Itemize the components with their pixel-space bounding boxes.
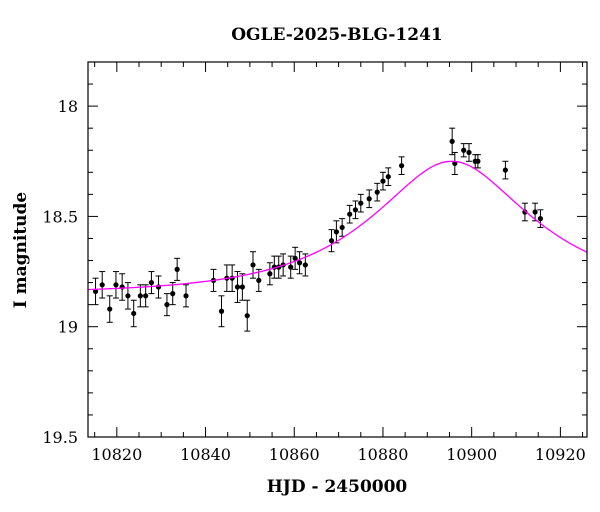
data-point [239, 284, 245, 290]
data-point [107, 306, 113, 312]
data-point [333, 229, 339, 235]
error-bars-layer [92, 127, 544, 332]
data-point [164, 302, 170, 308]
data-point [522, 209, 528, 215]
data-point [218, 308, 225, 314]
y-tick-label: 19 [58, 318, 78, 337]
data-point [537, 216, 544, 222]
data-point [143, 293, 149, 299]
x-tick-label: 10880 [358, 445, 409, 464]
data-point [244, 313, 250, 319]
data-point [113, 282, 119, 288]
x-tick-label: 10900 [446, 445, 497, 464]
data-point [328, 238, 335, 244]
data-point [256, 277, 262, 283]
data-point [174, 266, 180, 272]
data-point [352, 207, 359, 213]
y-tick-label: 18.5 [42, 207, 78, 226]
data-point [380, 178, 386, 184]
y-axis-ticks [88, 61, 587, 438]
x-axis-label: HJD - 2450000 [267, 477, 408, 497]
x-axis-ticks [94, 62, 584, 437]
data-point [234, 284, 241, 290]
model-curve [87, 160, 588, 291]
data-point [296, 260, 303, 266]
data-point [449, 138, 455, 145]
plot-frame [87, 61, 588, 438]
data-point [131, 310, 137, 317]
data-point [385, 174, 391, 180]
data-point [502, 167, 508, 173]
data-point [366, 196, 372, 202]
x-tick-label: 10920 [535, 445, 586, 464]
data-point [461, 147, 467, 153]
y-axis-label: I magnitude [11, 192, 31, 309]
data-point [250, 262, 256, 268]
x-tick-label: 10840 [180, 445, 231, 464]
data-point [170, 291, 176, 297]
data-point [148, 279, 155, 286]
data-point [398, 163, 405, 169]
data-point [374, 189, 380, 195]
x-tick-label: 10860 [269, 445, 320, 464]
x-axis-tick-labels: 10820 10840 10860 10880 10900 10920 [91, 445, 585, 464]
data-point [183, 293, 189, 299]
data-point [475, 158, 481, 164]
data-point [532, 209, 538, 215]
data-point [358, 200, 364, 206]
data-point [466, 149, 472, 156]
y-tick-label: 19.5 [42, 428, 78, 447]
y-tick-label: 18 [58, 97, 78, 116]
data-point [99, 282, 105, 288]
chart-title: OGLE-2025-BLG-1241 [231, 25, 443, 45]
data-point [92, 288, 99, 295]
y-axis-tick-labels: 18 18.5 19 19.5 [42, 97, 78, 447]
data-point [267, 271, 273, 277]
data-point [292, 255, 298, 261]
data-point [288, 264, 294, 270]
data-point [137, 293, 143, 299]
x-tick-label: 10820 [91, 445, 142, 464]
data-point [302, 262, 308, 268]
data-point [347, 211, 353, 217]
data-points-layer [92, 138, 544, 319]
data-point [339, 224, 345, 231]
data-point [125, 293, 131, 299]
